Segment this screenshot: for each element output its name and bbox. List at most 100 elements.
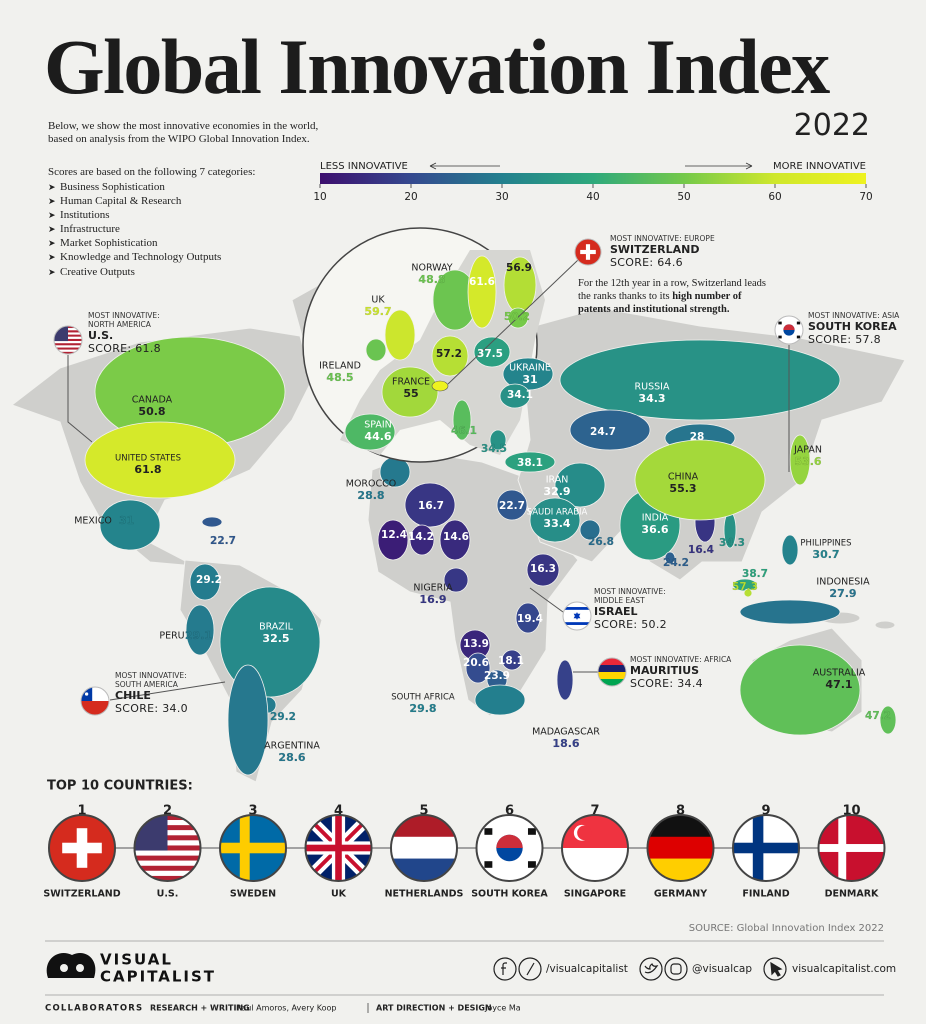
country-score: 28 — [690, 431, 705, 443]
flag-part — [647, 858, 714, 881]
linkedin-icon[interactable] — [518, 957, 542, 981]
slash-glyph — [526, 962, 535, 976]
callout-score: SCORE: 64.6 — [610, 256, 683, 269]
website[interactable]: visualcapitalist.com — [792, 963, 896, 975]
flag — [575, 239, 601, 265]
country-name: SWEDEN — [230, 889, 276, 900]
category: Business Sophistication — [48, 180, 221, 194]
country-shape — [473, 336, 511, 368]
country-shape — [526, 553, 560, 587]
flag-part — [84, 692, 89, 696]
legend-tick-label: 20 — [404, 191, 417, 203]
website-icon[interactable] — [763, 957, 787, 981]
country-name: PERU — [159, 631, 184, 642]
rank: 7 — [590, 804, 599, 819]
legend-tick-label: 50 — [677, 191, 690, 203]
country-shape — [381, 366, 439, 418]
country-score: 16.3 — [530, 563, 556, 575]
country-fills — [84, 336, 897, 776]
instagram-icon[interactable] — [664, 957, 688, 981]
country-score: 18.1 — [498, 655, 524, 667]
country-shape — [409, 524, 435, 556]
flag — [134, 815, 201, 881]
flag-part — [778, 321, 782, 325]
flag-part — [778, 335, 782, 339]
callout-name: CHILE — [115, 689, 151, 702]
country-score: 29.2 — [196, 574, 222, 586]
flag-ring — [562, 601, 592, 631]
title: Global Innovation Index — [44, 23, 830, 110]
country-score: 34.1 — [507, 389, 533, 401]
flag-part — [783, 324, 795, 330]
flag — [647, 815, 714, 881]
country-score: 48.8 — [418, 273, 445, 286]
legend-less: LESS INNOVATIVE — [320, 161, 408, 172]
flag-part — [598, 665, 626, 672]
leader-line — [447, 259, 579, 385]
category: Human Capital & Research — [48, 194, 221, 208]
flag-part — [562, 848, 628, 881]
country-shape — [365, 338, 387, 362]
flag-part — [305, 844, 372, 852]
logo-mark — [46, 952, 96, 978]
country-shape — [489, 429, 507, 451]
country-shape — [431, 335, 469, 377]
legend-arrow-head — [429, 162, 437, 170]
country-name: INDIA — [642, 513, 669, 524]
flag — [81, 687, 109, 715]
country-shape — [739, 644, 861, 736]
twitter-icon[interactable] — [639, 957, 663, 981]
callout-score: SCORE: 34.0 — [115, 702, 188, 715]
facebook-icon[interactable] — [493, 957, 517, 981]
facebook-glyph — [501, 962, 507, 975]
flag-ring — [53, 325, 83, 355]
country-score: 16.9 — [419, 593, 446, 606]
country-score: 24.7 — [590, 426, 616, 438]
country-name: MADAGASCAR — [532, 727, 600, 738]
flag-ring — [304, 814, 373, 882]
callout: MOST INNOVATIVE: MIDDLE EAST ISRAEL SCORE:… — [594, 587, 680, 631]
switzerland-note: For the 12th year in a row, Switzerland … — [578, 277, 768, 316]
callout-name: MAURITIUS — [630, 664, 700, 677]
country-shape — [467, 255, 497, 329]
rank: 3 — [248, 804, 257, 819]
callout: MOST INNOVATIVE: SOUTH AMERICA CHILE SCORE… — [115, 671, 201, 715]
social — [493, 957, 787, 981]
research-label: RESEARCH + WRITING — [150, 1004, 250, 1013]
country-name: SWITZERLAND — [43, 889, 120, 900]
country-name: UKRAINE — [509, 363, 551, 374]
country-score: 23.9 — [484, 670, 510, 682]
country-score: 44.6 — [364, 430, 391, 443]
switzerland-shape — [431, 380, 449, 392]
country-score: 55 — [403, 387, 418, 400]
country-shape — [474, 684, 526, 716]
country-name: SAUDI ARABIA — [527, 508, 588, 518]
country-shape — [499, 383, 531, 409]
facebook-handle[interactable]: /visualcapitalist — [546, 963, 628, 975]
callout-name: U.S. — [88, 329, 114, 342]
flag-part — [54, 351, 82, 354]
country-name: BRAZIL — [259, 622, 294, 633]
callout-region: MOST INNOVATIVE: ASIA — [808, 311, 900, 320]
twitter-glyph — [644, 963, 659, 974]
twitter-handle[interactable]: @visualcap — [692, 963, 752, 975]
flag — [733, 815, 799, 881]
flag — [818, 815, 885, 881]
brand-line: CAPITALIST — [100, 968, 216, 986]
country-name: FRANCE — [392, 377, 430, 388]
flag-part — [134, 865, 201, 871]
country-score: 57.2 — [436, 348, 462, 360]
country-shape — [384, 309, 416, 361]
flag-part — [81, 701, 109, 715]
country-name: IRAN — [546, 475, 569, 486]
callout: MOST INNOVATIVE: AFRICA MAURITIUS SCORE: 3… — [630, 655, 780, 690]
callout-region: MOST INNOVATIVE: SOUTH AMERICA — [115, 671, 187, 689]
country-score: 28.8 — [357, 489, 384, 502]
flag-part — [496, 834, 523, 848]
flag-part — [134, 870, 201, 876]
country-shape — [496, 489, 528, 521]
country-name: RUSSIA — [635, 382, 670, 393]
country-score: 46.1 — [451, 425, 477, 437]
country-score: 32.5 — [262, 632, 289, 645]
